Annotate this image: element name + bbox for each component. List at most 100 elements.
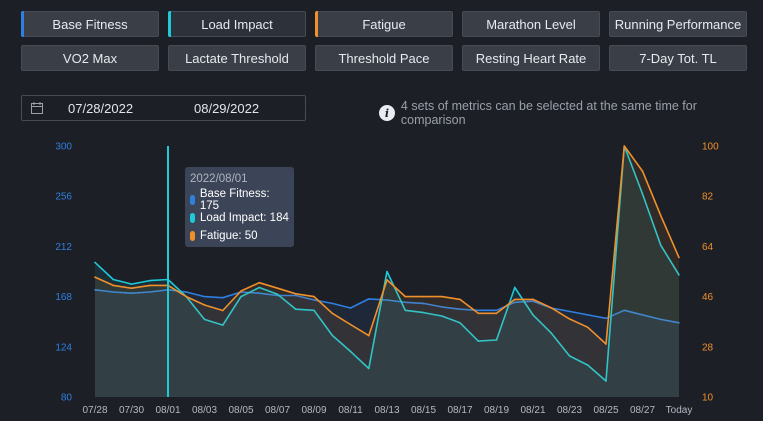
x-axis-tick: 08/01 <box>155 405 180 416</box>
right-axis-tick: 28 <box>702 342 714 353</box>
metric-button-base-fitness[interactable]: Base Fitness <box>21 11 159 37</box>
load-impact-point <box>513 286 516 289</box>
base-fitness-point <box>148 291 151 293</box>
load-impact-point <box>367 367 370 370</box>
fatigue-point <box>605 343 607 345</box>
load-impact-point <box>659 244 662 247</box>
load-impact-point <box>550 332 553 334</box>
fatigue-point <box>477 312 480 315</box>
tooltip-label: Base Fitness: 175 <box>199 188 270 212</box>
base-fitness-point <box>605 317 607 320</box>
base-fitness-point <box>477 309 480 312</box>
metric-accent-bar <box>315 11 318 37</box>
fatigue-area <box>95 146 679 397</box>
metric-button-7-day-tot-tl[interactable]: 7-Day Tot. TL <box>609 45 747 71</box>
start-date[interactable]: 07/28/2022 <box>68 100 134 116</box>
left-axis-tick: 168 <box>55 292 72 303</box>
fatigue-point <box>367 334 370 337</box>
right-axis-tick: 100 <box>702 142 719 153</box>
x-axis-tick: 08/17 <box>447 405 472 416</box>
load-impact-point <box>605 380 607 382</box>
metric-button-fatigue[interactable]: Fatigue <box>315 11 453 37</box>
base-fitness-point <box>203 295 206 298</box>
load-impact-point <box>459 322 461 324</box>
fatigue-point <box>550 306 553 309</box>
x-axis-tick: 08/11 <box>338 405 363 416</box>
fatigue-point <box>386 279 388 281</box>
base-fitness-point <box>258 292 261 294</box>
fatigue-point <box>240 290 242 292</box>
load-impact-point <box>294 308 297 310</box>
base-fitness-point <box>440 306 443 308</box>
date-range-picker[interactable]: 07/28/2022 08/29/2022 <box>21 95 306 121</box>
base-fitness-point <box>349 307 352 309</box>
base-fitness-point <box>221 296 224 299</box>
left-axis-tick: 80 <box>61 393 73 404</box>
base-fitness-point <box>331 302 334 305</box>
fatigue-point <box>532 298 534 301</box>
fatigue-point <box>586 326 589 329</box>
fatigue-point <box>404 295 407 298</box>
metric-button-load-impact[interactable]: Load Impact <box>168 11 306 37</box>
info-icon: i <box>379 105 395 121</box>
right-axis-tick: 46 <box>702 292 714 303</box>
x-axis-tick: 08/07 <box>265 405 290 416</box>
load-impact-point <box>386 270 388 273</box>
metric-button-running-performance[interactable]: Running Performance <box>609 11 747 37</box>
metric-button-label: Load Impact <box>201 16 273 32</box>
base-fitness-area <box>95 289 679 397</box>
fatigue-point <box>148 284 151 287</box>
x-axis-tick: 08/03 <box>192 405 217 416</box>
x-axis-tick: 07/30 <box>119 405 144 416</box>
load-impact-point <box>404 309 407 312</box>
info-text: 4 sets of metrics can be selected at the… <box>400 99 697 127</box>
base-fitness-point <box>568 310 571 313</box>
base-fitness-point <box>623 309 626 312</box>
fatigue-point <box>495 312 498 315</box>
metric-button-lactate-threshold[interactable]: Lactate Threshold <box>168 45 306 71</box>
base-fitness-dot <box>190 195 195 205</box>
load-impact-dot <box>190 213 195 223</box>
metric-accent-bar <box>21 11 24 37</box>
x-axis-tick: 08/13 <box>374 405 399 416</box>
base-fitness-point <box>532 300 534 302</box>
end-date[interactable]: 08/29/2022 <box>194 100 260 116</box>
fatigue-point <box>623 145 626 147</box>
left-axis-tick: 256 <box>55 192 72 203</box>
metric-button-vo2-max[interactable]: VO2 Max <box>21 45 159 71</box>
base-fitness-point <box>112 291 115 293</box>
load-impact-point <box>641 193 644 195</box>
load-impact-point <box>112 278 115 281</box>
load-impact-point <box>276 293 279 296</box>
load-impact-point <box>148 279 151 282</box>
x-axis-tick: 08/15 <box>411 405 436 416</box>
calendar-icon <box>31 102 43 114</box>
load-impact-point <box>240 295 242 298</box>
load-impact-point <box>568 355 571 357</box>
fatigue-point <box>94 276 96 278</box>
load-impact-point <box>258 286 261 289</box>
metric-button-label: Running Performance <box>614 16 742 32</box>
base-fitness-point <box>678 322 680 324</box>
chart-tooltip: 2022/08/01 Base Fitness: 175 Load Impact… <box>185 167 294 247</box>
fatigue-point <box>513 298 516 301</box>
x-axis-tick: 08/23 <box>557 405 582 416</box>
fatigue-point <box>221 309 224 312</box>
load-impact-point <box>221 324 224 326</box>
fatigue-point <box>568 318 571 320</box>
x-axis-tick: 08/21 <box>520 405 545 416</box>
right-axis-tick: 10 <box>702 393 714 404</box>
metric-button-resting-heart-rate[interactable]: Resting Heart Rate <box>462 45 600 71</box>
metric-button-marathon-level[interactable]: Marathon Level <box>462 11 600 37</box>
base-fitness-point <box>367 298 370 300</box>
metric-buttons-row1: Base Fitness Load Impact Fatigue Marathon L… <box>21 11 747 37</box>
x-axis-tick: 08/09 <box>301 405 326 416</box>
load-impact-point <box>495 339 498 341</box>
base-fitness-point <box>422 302 425 305</box>
fatigue-point <box>313 295 315 298</box>
metric-button-threshold-pace[interactable]: Threshold Pace <box>315 45 453 71</box>
load-impact-point <box>313 309 315 312</box>
fatigue-point <box>440 295 443 298</box>
fatigue-point <box>459 298 461 301</box>
fatigue-point <box>112 284 115 287</box>
